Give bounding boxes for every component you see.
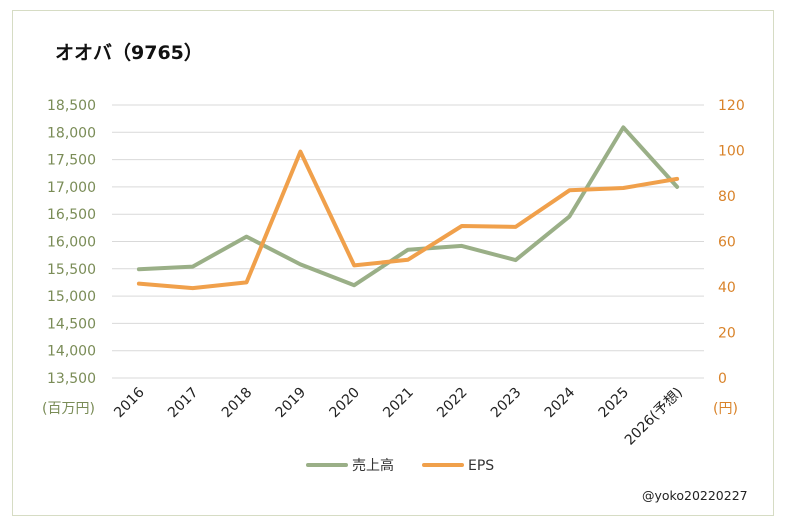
left-axis-tick-label: 17,000 <box>47 180 96 196</box>
left-axis-unit-label: (百万円) <box>42 401 95 417</box>
left-axis-tick-label: 14,000 <box>47 344 96 360</box>
eps-series-line <box>136 149 680 291</box>
legend-label: 売上高 <box>352 457 394 474</box>
x-axis-tick-label: 2017 <box>165 385 202 422</box>
credit-text: @yoko20220227 <box>642 488 748 503</box>
x-axis-tick-label: 2016 <box>111 384 148 421</box>
left-axis-tick-label: 13,500 <box>47 371 96 387</box>
right-axis-tick-label: 60 <box>718 235 736 251</box>
right-axis-tick-label: 120 <box>718 98 745 114</box>
right-axis-tick-label: 80 <box>718 189 736 205</box>
left-axis-tick-label: 16,000 <box>47 235 96 251</box>
x-axis-tick-label: 2018 <box>219 385 256 422</box>
left-axis-tick-label: 14,500 <box>47 316 96 332</box>
left-axis-tick-label: 15,500 <box>47 262 96 278</box>
x-axis-tick-label: 2025 <box>596 385 633 422</box>
left-axis-tick-label: 15,000 <box>47 289 96 305</box>
x-axis-tick-label: 2020 <box>326 385 363 422</box>
x-axis-tick-label: 2026(予想) <box>622 385 686 449</box>
x-axis-tick-label: 2019 <box>273 385 310 422</box>
x-axis-tick-label: 2022 <box>434 385 471 422</box>
right-axis-tick-label: 20 <box>718 326 736 342</box>
right-axis-tick-label: 100 <box>718 144 745 160</box>
left-axis-tick-label: 18,000 <box>47 125 96 141</box>
chart-title: オオバ（9765） <box>55 42 203 64</box>
left-axis-tick-label: 18,500 <box>47 98 96 114</box>
legend-label: EPS <box>468 458 494 474</box>
right-axis-unit-label: (円) <box>713 401 738 417</box>
left-axis-tick-label: 17,500 <box>47 153 96 169</box>
x-axis-tick-label: 2021 <box>380 385 417 422</box>
x-axis-tick-label: 2023 <box>488 385 525 422</box>
sales-series-line <box>136 125 680 288</box>
right-axis-tick-label: 0 <box>718 371 727 387</box>
x-axis-tick-label: 2024 <box>542 384 579 421</box>
left-axis-tick-label: 16,500 <box>47 207 96 223</box>
right-axis-tick-label: 40 <box>718 280 736 296</box>
